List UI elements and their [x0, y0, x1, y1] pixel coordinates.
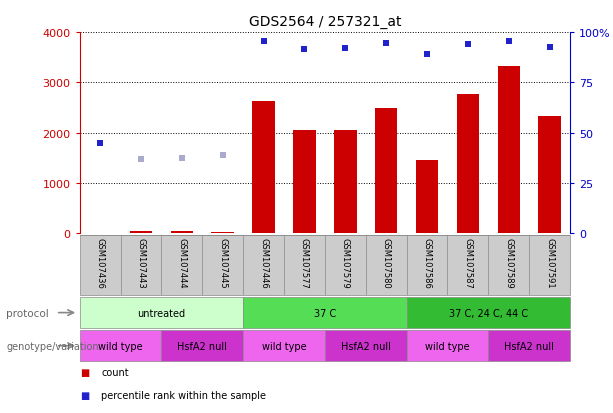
Text: 37 C, 24 C, 44 C: 37 C, 24 C, 44 C: [449, 308, 528, 318]
Text: wild type: wild type: [262, 341, 306, 351]
Text: GSM107580: GSM107580: [382, 237, 390, 288]
Bar: [253, 102, 275, 233]
Text: GSM107579: GSM107579: [341, 237, 350, 288]
Text: GSM107446: GSM107446: [259, 237, 268, 288]
Text: GSM107445: GSM107445: [218, 237, 227, 288]
Text: 37 C: 37 C: [314, 308, 336, 318]
Bar: [170, 232, 193, 233]
Text: count: count: [101, 367, 129, 377]
Bar: [498, 67, 520, 233]
Text: protocol: protocol: [6, 308, 49, 318]
Bar: [325, 330, 406, 361]
Bar: [406, 297, 570, 328]
Text: HsfA2 null: HsfA2 null: [177, 341, 227, 351]
Text: GSM107444: GSM107444: [177, 237, 186, 288]
Text: HsfA2 null: HsfA2 null: [504, 341, 554, 351]
Bar: [457, 95, 479, 233]
Text: GSM107436: GSM107436: [96, 237, 105, 288]
Bar: [243, 330, 325, 361]
Text: HsfA2 null: HsfA2 null: [341, 341, 390, 351]
Bar: [130, 232, 152, 233]
Bar: [375, 109, 397, 233]
Bar: [406, 330, 489, 361]
Text: wild type: wild type: [425, 341, 470, 351]
Title: GDS2564 / 257321_at: GDS2564 / 257321_at: [249, 15, 401, 29]
Bar: [293, 130, 316, 233]
Text: GSM107443: GSM107443: [137, 237, 145, 288]
Bar: [243, 297, 406, 328]
Text: GSM107586: GSM107586: [422, 237, 432, 288]
Bar: [538, 117, 561, 233]
Bar: [489, 330, 570, 361]
Bar: [80, 330, 161, 361]
Bar: [161, 330, 243, 361]
Text: wild type: wild type: [98, 341, 143, 351]
Text: ■: ■: [80, 367, 89, 377]
Text: untreated: untreated: [137, 308, 186, 318]
Text: GSM107589: GSM107589: [504, 237, 513, 288]
Text: GSM107591: GSM107591: [545, 237, 554, 288]
Bar: [80, 297, 243, 328]
Text: GSM107587: GSM107587: [463, 237, 473, 288]
Text: ■: ■: [80, 390, 89, 400]
Text: GSM107577: GSM107577: [300, 237, 309, 288]
Bar: [334, 130, 357, 233]
Text: genotype/variation: genotype/variation: [6, 341, 99, 351]
Bar: [416, 161, 438, 233]
Text: percentile rank within the sample: percentile rank within the sample: [101, 390, 266, 400]
